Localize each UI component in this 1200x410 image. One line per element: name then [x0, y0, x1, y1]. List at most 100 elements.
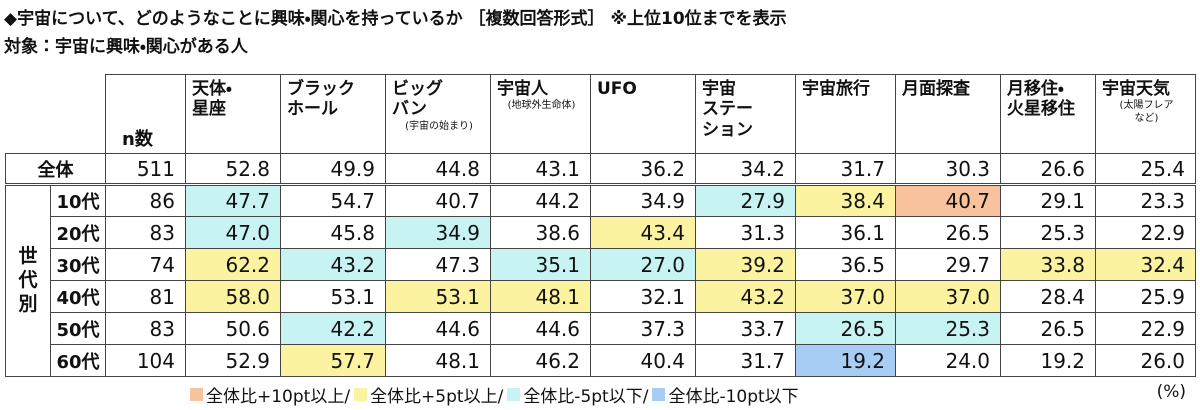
data-row: 20代 83 47.0 45.8 34.9 38.6 43.4 31.3 36.1 26.5 25.… [6, 216, 1196, 249]
column-label: 月移住・ 火星移住 [1007, 79, 1075, 120]
value-cell: 38.4 [795, 184, 896, 217]
value-cell: 57.7 [280, 344, 386, 377]
data-row: 50代 83 50.6 42.2 44.6 44.6 37.3 33.7 26.5 25.3 26.… [6, 312, 1196, 345]
value-cell: 26.5 [795, 312, 896, 345]
value-cell: 33.7 [695, 312, 796, 345]
value-cell: 22.9 [1095, 312, 1196, 345]
data-row: 30代 74 62.2 43.2 47.3 35.1 27.0 39.2 36.5 29.7 33.… [6, 248, 1196, 281]
column-label: ビッグ バン [392, 79, 443, 120]
column-header: UFO [590, 74, 696, 154]
value-cell: 38.6 [490, 216, 591, 249]
row-label: 全体 [5, 153, 106, 186]
value-cell: 33.8 [1000, 248, 1096, 281]
value-cell: 40.4 [590, 344, 696, 377]
column-label: ブラック ホール [287, 79, 355, 120]
blank-cell [5, 74, 106, 154]
header-row: n数 天体・ 星座 ブラック ホール ビッグ バン (宇宙の始まり) 宇宙人 (地球外生命体… [5, 74, 1196, 154]
total-row: 全体 511 52.8 49.9 44.8 43.1 36.2 34.2 31.7 30.3 26.… [5, 153, 1196, 186]
row-label: 10代 [50, 184, 106, 217]
value-cell: 48.1 [385, 344, 491, 377]
column-header: 月移住・ 火星移住 [1000, 74, 1096, 154]
legend-item: 全体比+10pt以上/ [190, 382, 350, 407]
data-row: 60代 104 52.9 57.7 48.1 46.2 40.4 31.7 19.2 24.0 19… [6, 344, 1196, 377]
value-cell: 52.9 [185, 344, 281, 377]
column-header: 宇宙旅行 [795, 74, 896, 154]
column-header: 宇宙人 (地球外生命体) [490, 74, 591, 154]
column-header: 天体・ 星座 [185, 74, 281, 154]
row-label: 50代 [50, 312, 106, 345]
column-label: 宇宙人 [497, 79, 548, 99]
value-cell: 25.3 [895, 312, 1001, 345]
value-cell: 52.8 [185, 153, 281, 186]
value-cell: 36.5 [795, 248, 896, 281]
value-cell: 47.7 [185, 184, 281, 217]
value-cell: 54.7 [280, 184, 386, 217]
value-cell: 26.0 [1095, 344, 1196, 377]
value-cell: 50.6 [185, 312, 281, 345]
value-cell: 49.9 [280, 153, 386, 186]
data-row: 40代 81 58.0 53.1 53.1 48.1 32.1 43.2 37.0 37.0 28.… [6, 280, 1196, 313]
legend-item: 全体比-10pt以下 [652, 382, 799, 407]
value-cell: 46.2 [490, 344, 591, 377]
value-cell: 53.1 [280, 280, 386, 313]
value-cell: 44.6 [490, 312, 591, 345]
value-cell: 47.3 [385, 248, 491, 281]
value-cell: 34.2 [695, 153, 796, 186]
value-cell: 58.0 [185, 280, 281, 313]
legend-item: 全体比+5pt以上/ [354, 382, 503, 407]
value-cell: 45.8 [280, 216, 386, 249]
column-header: ブラック ホール [280, 74, 386, 154]
column-header: 月面探査 [895, 74, 1001, 154]
n-cell: 511 [105, 153, 186, 186]
column-label: 月面探査 [902, 79, 970, 99]
value-cell: 31.7 [795, 153, 896, 186]
legend-label: 全体比+10pt以上/ [206, 387, 351, 407]
value-cell: 44.2 [490, 184, 591, 217]
column-header: 宇宙天気 (太陽フレア など) [1095, 74, 1196, 154]
value-cell: 24.0 [895, 344, 1001, 377]
value-cell: 42.2 [280, 312, 386, 345]
n-cell: 83 [105, 312, 186, 345]
value-cell: 25.4 [1095, 153, 1196, 186]
value-cell: 27.9 [695, 184, 796, 217]
value-cell: 37.0 [795, 280, 896, 313]
value-cell: 44.8 [385, 153, 491, 186]
column-label: 宇宙旅行 [802, 79, 870, 99]
value-cell: 43.1 [490, 153, 591, 186]
table: n数 天体・ 星座 ブラック ホール ビッグ バン (宇宙の始まり) 宇宙人 (地球外生命体… [5, 74, 1196, 377]
value-cell: 19.2 [1000, 344, 1096, 377]
legend-swatch [190, 388, 203, 401]
value-cell: 37.0 [895, 280, 1001, 313]
legend-item: 全体比-5pt以下/ [507, 382, 648, 407]
value-cell: 43.2 [695, 280, 796, 313]
value-cell: 39.2 [695, 248, 796, 281]
legend: 全体比+10pt以上/全体比+5pt以上/全体比-5pt以下/全体比-10pt以… [190, 382, 803, 407]
value-cell: 34.9 [590, 184, 696, 217]
value-cell: 36.2 [590, 153, 696, 186]
value-cell: 34.9 [385, 216, 491, 249]
row-label: 30代 [50, 248, 106, 281]
value-cell: 26.5 [895, 216, 1001, 249]
subtitle: 対象：宇宙に興味・関心がある人 [4, 37, 248, 57]
legend-label: 全体比-5pt以下/ [523, 387, 649, 407]
n-cell: 74 [105, 248, 186, 281]
value-cell: 44.6 [385, 312, 491, 345]
value-cell: 40.7 [385, 184, 491, 217]
value-cell: 23.3 [1095, 184, 1196, 217]
value-cell: 26.6 [1000, 153, 1096, 186]
value-cell: 31.3 [695, 216, 796, 249]
value-cell: 62.2 [185, 248, 281, 281]
group-label: 世 代 別 [5, 184, 51, 377]
n-header: n数 [105, 74, 186, 154]
value-cell: 27.0 [590, 248, 696, 281]
value-cell: 43.2 [280, 248, 386, 281]
column-label: 天体・ 星座 [192, 79, 232, 120]
row-label: 40代 [50, 280, 106, 313]
column-label: 宇宙 ステー ション [702, 79, 753, 140]
legend-swatch [652, 388, 666, 401]
value-cell: 35.1 [490, 248, 591, 281]
column-header: ビッグ バン (宇宙の始まり) [385, 74, 491, 154]
n-cell: 81 [105, 280, 186, 313]
data-row: 世 代 別 10代 86 47.7 54.7 40.7 44.2 34.9 27.9 38.4 40… [5, 184, 1196, 377]
